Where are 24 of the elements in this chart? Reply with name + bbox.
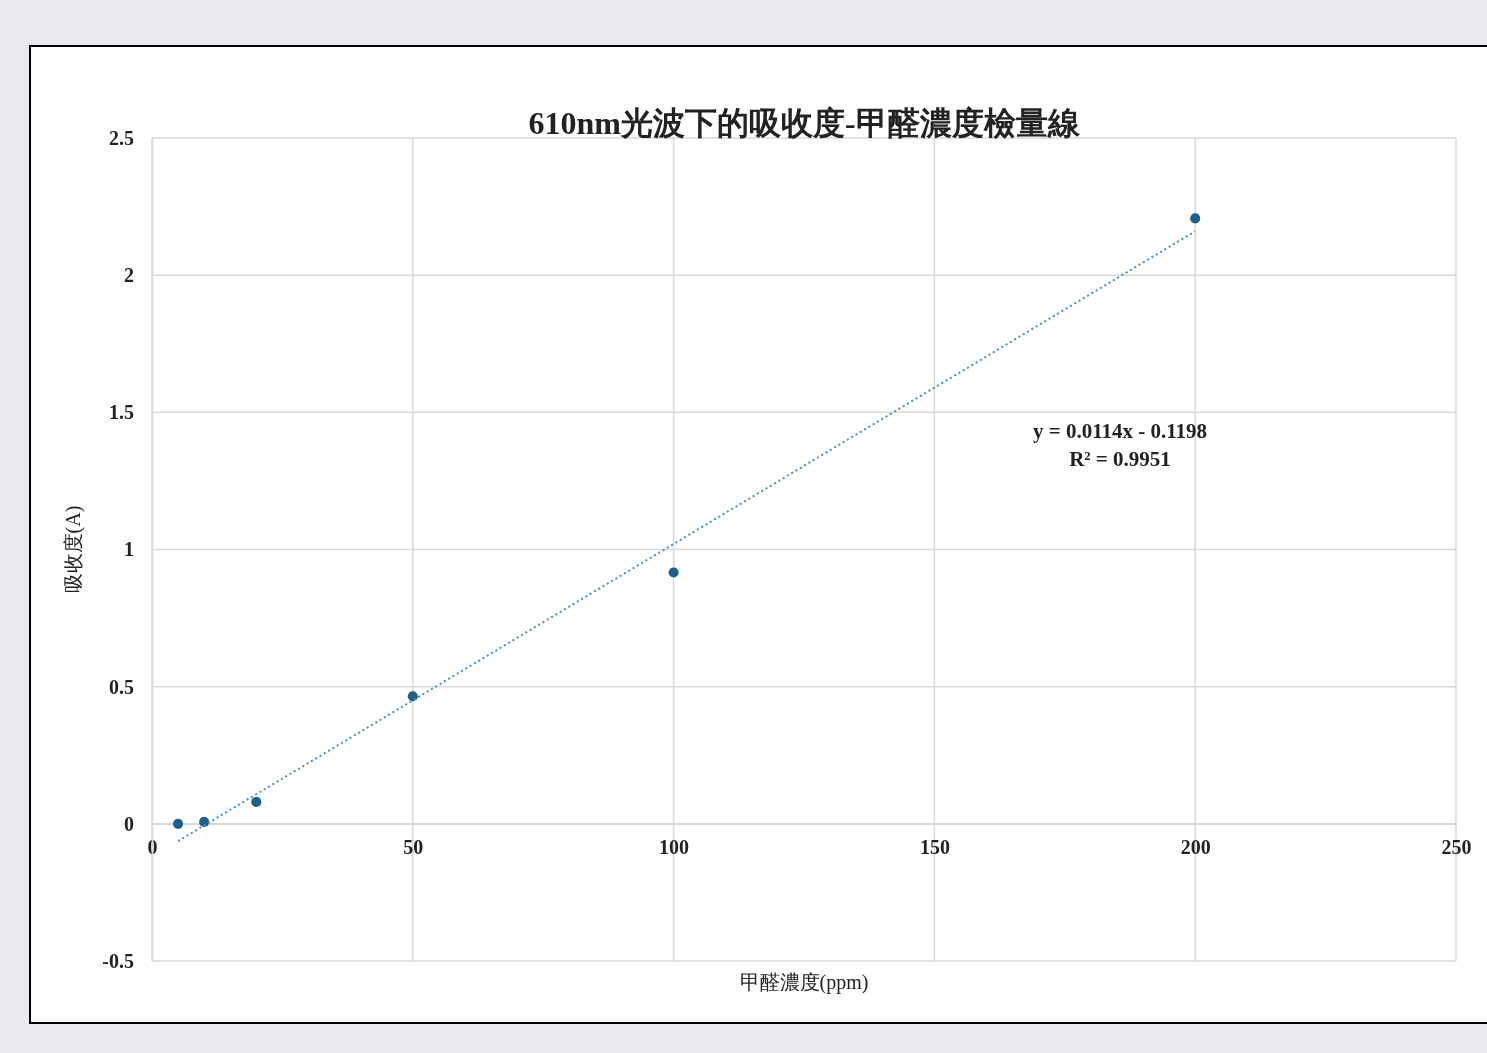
chart-title: 610nm光波下的吸收度-甲醛濃度檢量線 xyxy=(528,105,1081,141)
x-tick-label: 50 xyxy=(403,836,424,859)
point xyxy=(199,816,210,827)
y-tick-label: 2 xyxy=(124,264,134,287)
point xyxy=(251,796,262,807)
y-tick-label: 1.5 xyxy=(109,401,134,424)
x-tick-label: 0 xyxy=(147,836,158,859)
y-tick-label: 0.5 xyxy=(109,675,134,698)
annotation: R² = 0.9951 xyxy=(1069,447,1171,471)
x-tick-label: 100 xyxy=(659,836,690,859)
y-tick-label: 0 xyxy=(124,812,134,835)
x-tick-label: 150 xyxy=(919,836,950,859)
point xyxy=(1190,213,1201,224)
point xyxy=(407,691,418,702)
x-axis-title: 甲醛濃度(ppm) xyxy=(739,971,869,994)
y-axis-title: 吸收度(A) xyxy=(62,505,85,594)
y-tick-label: 1 xyxy=(124,538,134,561)
y-tick-label: -0.5 xyxy=(102,949,134,972)
x-tick-label: 250 xyxy=(1441,836,1472,859)
x-tick-label: 200 xyxy=(1180,836,1211,859)
y-tick-label: 2.5 xyxy=(109,126,134,149)
annotation: y = 0.0114x - 0.1198 xyxy=(1032,419,1208,443)
point xyxy=(173,818,184,829)
point xyxy=(668,567,679,578)
